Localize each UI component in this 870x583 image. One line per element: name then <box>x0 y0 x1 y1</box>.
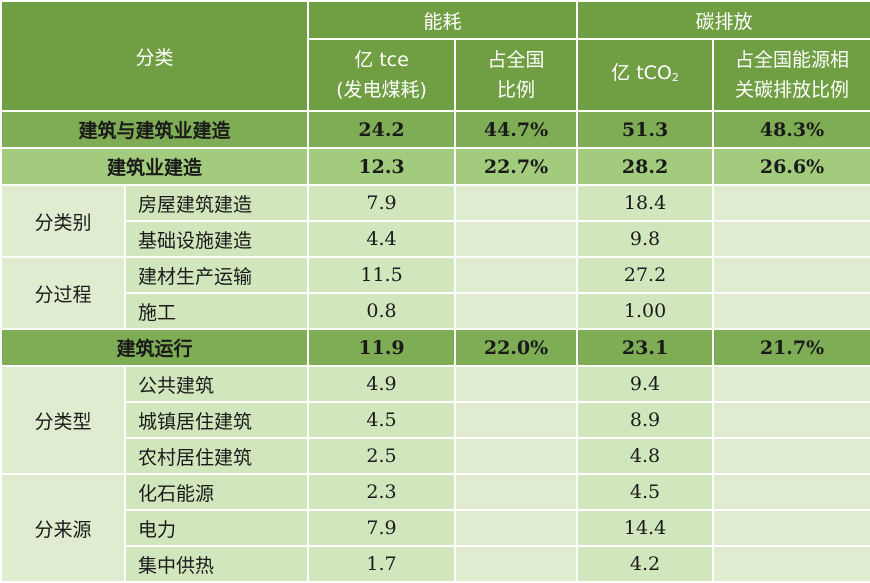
category-header: 分类 <box>0 0 310 112</box>
row-carbon: 14.4 <box>576 509 715 547</box>
by-category-label: 分类别 <box>0 184 126 258</box>
carbon-share-line2: 关碳排放比例 <box>735 79 850 101</box>
energy-unit-line2: (发电煤耗) <box>336 79 427 101</box>
row-energy-share-empty <box>454 509 579 547</box>
row-energy-share-empty <box>454 256 579 294</box>
table-row: 分类别 房屋建筑建造 7.9 18.4 <box>0 184 870 258</box>
row-carbon: 27.2 <box>576 256 715 294</box>
construction-energy: 12.3 <box>307 147 457 186</box>
row-item-name: 电力 <box>123 509 310 547</box>
row-energy: 4.9 <box>307 365 457 403</box>
row-item-name: 施工 <box>123 292 310 330</box>
table-row: 电力 7.9 14.4 <box>1 509 870 547</box>
row-energy: 2.5 <box>307 437 457 475</box>
total-energy: 24.2 <box>307 110 457 149</box>
operation-carbon: 23.1 <box>576 328 715 367</box>
table-row: 集中供热 1.7 4.2 <box>1 545 870 583</box>
row-energy: 11.5 <box>307 256 457 294</box>
row-carbon-share-empty <box>712 256 870 294</box>
row-carbon: 18.4 <box>576 184 715 222</box>
energy-group-header: 能耗 <box>307 0 579 40</box>
row-carbon: 4.8 <box>576 437 715 475</box>
carbon-unit-prefix: 亿 tCO <box>611 61 672 84</box>
row-carbon: 4.5 <box>576 473 715 511</box>
row-energy: 7.9 <box>307 184 457 222</box>
construction-carbon: 28.2 <box>576 147 715 186</box>
table-row: 施工 0.8 1.00 <box>1 292 870 330</box>
carbon-share-line1: 占全国能源相 <box>735 49 850 71</box>
row-carbon: 8.9 <box>576 401 715 439</box>
operation-energy: 11.9 <box>307 328 457 367</box>
table-row: 农村居住建筑 2.5 4.8 <box>1 437 870 475</box>
by-process-label: 分过程 <box>0 256 126 330</box>
row-carbon-share-empty <box>712 292 870 330</box>
row-energy-share-empty <box>454 365 579 403</box>
row-energy-share-empty <box>454 545 579 583</box>
energy-share-line2: 比例 <box>497 79 536 101</box>
energy-unit-line1: 亿 tce <box>354 49 409 71</box>
row-energy-share-empty <box>454 473 579 511</box>
total-carbon: 51.3 <box>576 110 715 149</box>
construction-row: 建筑业建造 12.3 22.7% 28.2 26.6% <box>0 147 870 186</box>
row-carbon: 1.00 <box>576 292 715 330</box>
operation-label: 建筑运行 <box>0 328 310 367</box>
row-item-name: 基础设施建造 <box>123 220 310 258</box>
row-item-name: 化石能源 <box>123 473 310 511</box>
construction-label: 建筑业建造 <box>0 147 310 186</box>
row-item-name: 公共建筑 <box>123 365 310 403</box>
table-row: 城镇居住建筑 4.5 8.9 <box>1 401 870 439</box>
row-carbon-share-empty <box>712 184 870 222</box>
row-carbon-share-empty <box>712 473 870 511</box>
row-energy-share-empty <box>454 292 579 330</box>
row-item-name: 农村居住建筑 <box>123 437 310 475</box>
row-energy: 4.5 <box>307 401 457 439</box>
row-item-name: 建材生产运输 <box>123 256 310 294</box>
construction-energy-share: 22.7% <box>454 147 579 186</box>
total-row: 建筑与建筑业建造 24.2 44.7% 51.3 48.3% <box>0 110 870 149</box>
by-source-label: 分来源 <box>0 473 126 583</box>
table-row: 分过程 建材生产运输 11.5 27.2 <box>0 256 870 330</box>
table-row: 基础设施建造 4.4 9.8 <box>1 220 870 258</box>
row-item-name: 集中供热 <box>123 545 310 583</box>
table-row: 分来源 化石能源 2.3 4.5 <box>0 473 870 583</box>
total-energy-share: 44.7% <box>454 110 579 149</box>
construction-carbon-share: 26.6% <box>712 147 870 186</box>
row-energy: 1.7 <box>307 545 457 583</box>
row-energy-share-empty <box>454 437 579 475</box>
operation-carbon-share: 21.7% <box>712 328 870 367</box>
by-type-label: 分类型 <box>0 365 126 475</box>
row-energy: 4.4 <box>307 220 457 258</box>
row-carbon-share-empty <box>712 509 870 547</box>
carbon-unit-subscript: 2 <box>671 70 679 84</box>
row-carbon-share-empty <box>712 401 870 439</box>
row-energy: 0.8 <box>307 292 457 330</box>
row-carbon-share-empty <box>712 437 870 475</box>
operation-energy-share: 22.0% <box>454 328 579 367</box>
row-carbon-share-empty <box>712 220 870 258</box>
row-energy-share-empty <box>454 220 579 258</box>
operation-row: 建筑运行 11.9 22.0% 23.1 21.7% <box>0 328 870 367</box>
energy-unit-header: 亿 tce (发电煤耗) <box>307 38 457 112</box>
row-carbon: 9.4 <box>576 365 715 403</box>
row-energy: 2.3 <box>307 473 457 511</box>
carbon-unit-header: 亿 tCO2 <box>576 38 715 112</box>
total-label: 建筑与建筑业建造 <box>0 110 310 149</box>
row-carbon: 4.2 <box>576 545 715 583</box>
total-carbon-share: 48.3% <box>712 110 870 149</box>
row-energy-share-empty <box>454 184 579 222</box>
row-carbon: 9.8 <box>576 220 715 258</box>
energy-share-line1: 占全国 <box>487 49 545 71</box>
table-row: 分类型 公共建筑 4.9 9.4 <box>0 365 870 475</box>
row-carbon-share-empty <box>712 545 870 583</box>
carbon-group-header: 碳排放 <box>576 0 870 40</box>
row-item-name: 房屋建筑建造 <box>123 184 310 222</box>
row-energy-share-empty <box>454 401 579 439</box>
carbon-share-header: 占全国能源相 关碳排放比例 <box>712 38 870 112</box>
row-item-name: 城镇居住建筑 <box>123 401 310 439</box>
row-carbon-share-empty <box>712 365 870 403</box>
energy-share-header: 占全国 比例 <box>454 38 579 112</box>
row-energy: 7.9 <box>307 509 457 547</box>
